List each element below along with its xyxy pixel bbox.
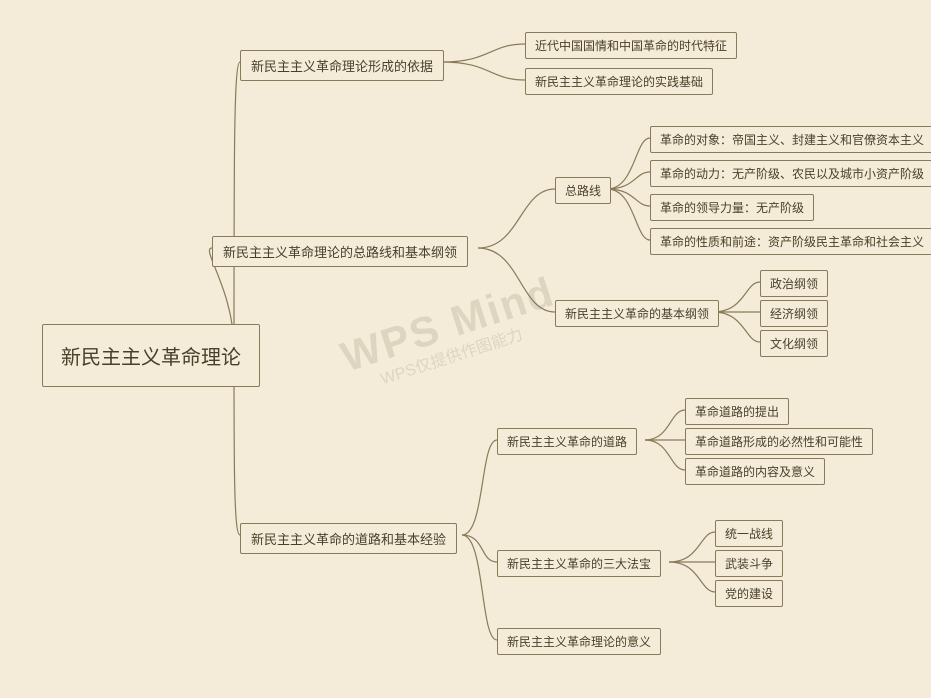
branch-2-0-child-3[interactable]: 革命的性质和前途：资产阶级民主革命和社会主义 xyxy=(650,228,931,255)
branch-2-child-0[interactable]: 总路线 xyxy=(555,177,611,204)
branch-3-0-child-1[interactable]: 革命道路形成的必然性和可能性 xyxy=(685,428,873,455)
branch-2-1-child-2[interactable]: 文化纲领 xyxy=(760,330,828,357)
branch-3-1-child-0[interactable]: 统一战线 xyxy=(715,520,783,547)
branch-2-1-child-1[interactable]: 经济纲领 xyxy=(760,300,828,327)
watermark-main: WPS Mind xyxy=(335,267,560,381)
branch-2[interactable]: 新民主主义革命理论的总路线和基本纲领 xyxy=(212,236,468,267)
branch-2-1-child-0[interactable]: 政治纲领 xyxy=(760,270,828,297)
watermark-sub: WPS仅提供作图能力 xyxy=(377,307,566,389)
branch-3-1-child-1[interactable]: 武装斗争 xyxy=(715,550,783,577)
branch-1-child-0[interactable]: 近代中国国情和中国革命的时代特征 xyxy=(525,32,737,59)
branch-1-child-1[interactable]: 新民主主义革命理论的实践基础 xyxy=(525,68,713,95)
branch-2-0-child-1[interactable]: 革命的动力：无产阶级、农民以及城市小资产阶级 xyxy=(650,160,931,187)
branch-2-0-child-2[interactable]: 革命的领导力量：无产阶级 xyxy=(650,194,814,221)
watermark: WPS Mind WPS仅提供作图能力 xyxy=(335,267,566,398)
branch-2-0-child-0[interactable]: 革命的对象：帝国主义、封建主义和官僚资本主义 xyxy=(650,126,931,153)
branch-3-1-child-2[interactable]: 党的建设 xyxy=(715,580,783,607)
branch-3-child-2[interactable]: 新民主主义革命理论的意义 xyxy=(497,628,661,655)
branch-3-child-0[interactable]: 新民主主义革命的道路 xyxy=(497,428,637,455)
branch-3-0-child-2[interactable]: 革命道路的内容及意义 xyxy=(685,458,825,485)
branch-3[interactable]: 新民主主义革命的道路和基本经验 xyxy=(240,523,457,554)
branch-1[interactable]: 新民主主义革命理论形成的依据 xyxy=(240,50,444,81)
branch-2-child-1[interactable]: 新民主主义革命的基本纲领 xyxy=(555,300,719,327)
branch-3-child-1[interactable]: 新民主主义革命的三大法宝 xyxy=(497,550,661,577)
branch-3-0-child-0[interactable]: 革命道路的提出 xyxy=(685,398,789,425)
root-node[interactable]: 新民主主义革命理论 xyxy=(42,324,260,387)
